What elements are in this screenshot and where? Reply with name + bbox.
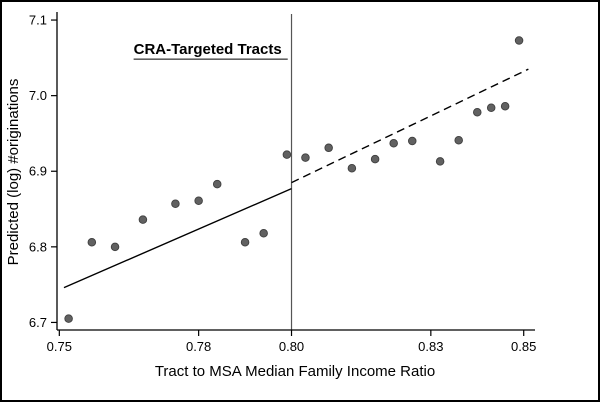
data-point (370, 154, 380, 164)
data-point (110, 242, 120, 252)
x-tick-label: 0.78 (186, 339, 211, 354)
x-axis-title: Tract to MSA Median Family Income Ratio (155, 363, 435, 380)
data-point (301, 153, 310, 162)
data-point (435, 157, 445, 166)
data-point (473, 108, 482, 117)
y-tick-label: 6.8 (29, 239, 47, 254)
y-tick-label: 6.7 (29, 315, 47, 330)
data-point (324, 143, 333, 153)
fit-line-left-of-cutoff (63, 187, 292, 289)
data-point (87, 238, 97, 247)
x-tick-label: 0.75 (47, 339, 72, 354)
data-point (282, 150, 292, 159)
chart-title-annotation: CRA-Targeted Tracts (134, 41, 282, 58)
data-point (454, 135, 463, 145)
data-point (514, 36, 524, 45)
data-point (389, 139, 398, 148)
data-point (486, 103, 496, 112)
x-tick-label: 0.85 (511, 339, 536, 354)
data-point (171, 199, 180, 209)
data-point (500, 101, 510, 111)
x-tick-label: 0.80 (279, 339, 304, 354)
y-axis-title: Predicted (log) #originations (5, 79, 22, 266)
fit-line-right-of-cutoff (291, 68, 529, 184)
x-tick-label: 0.83 (418, 339, 443, 354)
data-point (347, 163, 357, 173)
data-point (212, 179, 222, 189)
y-tick-label: 7.1 (29, 13, 47, 28)
data-point (240, 238, 250, 247)
data-point (259, 228, 268, 238)
data-point (408, 136, 417, 146)
data-point (138, 215, 148, 224)
data-point (64, 314, 73, 323)
y-tick-label: 6.9 (29, 164, 47, 179)
y-tick-label: 7.0 (29, 88, 47, 103)
data-point (194, 196, 203, 205)
